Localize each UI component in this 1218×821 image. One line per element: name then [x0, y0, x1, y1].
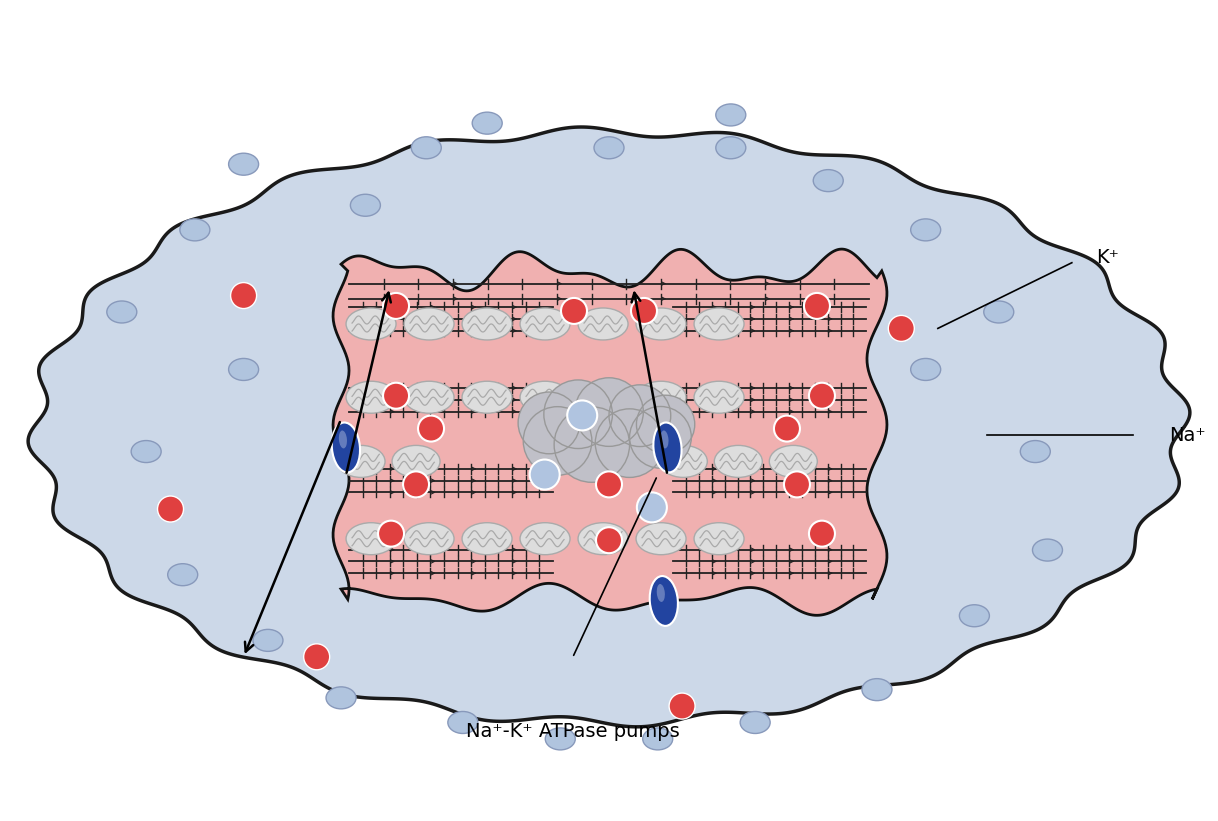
- Circle shape: [561, 298, 587, 324]
- Ellipse shape: [331, 423, 361, 472]
- Ellipse shape: [643, 728, 672, 750]
- Text: Na⁺-K⁺ ATPase pumps: Na⁺-K⁺ ATPase pumps: [465, 722, 680, 741]
- Circle shape: [518, 392, 580, 454]
- Circle shape: [809, 521, 836, 547]
- Ellipse shape: [1033, 539, 1062, 561]
- Ellipse shape: [180, 219, 209, 241]
- Circle shape: [157, 496, 184, 522]
- Circle shape: [378, 521, 404, 547]
- Ellipse shape: [229, 154, 258, 175]
- Ellipse shape: [404, 523, 454, 555]
- Circle shape: [784, 471, 810, 498]
- Ellipse shape: [741, 712, 770, 733]
- Ellipse shape: [716, 104, 745, 126]
- Circle shape: [631, 298, 657, 324]
- Ellipse shape: [520, 381, 570, 413]
- Ellipse shape: [960, 605, 989, 626]
- Ellipse shape: [649, 576, 678, 626]
- Ellipse shape: [660, 430, 669, 448]
- Ellipse shape: [326, 687, 356, 709]
- Ellipse shape: [462, 381, 512, 413]
- Ellipse shape: [657, 584, 665, 602]
- Circle shape: [524, 406, 592, 475]
- Ellipse shape: [911, 359, 940, 380]
- Circle shape: [230, 282, 257, 309]
- Ellipse shape: [714, 446, 762, 477]
- Ellipse shape: [984, 301, 1013, 323]
- Circle shape: [773, 415, 800, 442]
- Circle shape: [568, 401, 597, 430]
- Circle shape: [382, 293, 409, 319]
- Circle shape: [809, 383, 836, 409]
- Ellipse shape: [694, 308, 744, 340]
- Ellipse shape: [346, 308, 396, 340]
- Ellipse shape: [346, 523, 396, 555]
- Ellipse shape: [636, 381, 686, 413]
- Ellipse shape: [636, 523, 686, 555]
- Ellipse shape: [107, 301, 136, 323]
- Ellipse shape: [520, 308, 570, 340]
- Ellipse shape: [229, 359, 258, 380]
- Circle shape: [403, 471, 429, 498]
- Circle shape: [804, 293, 829, 319]
- Ellipse shape: [579, 523, 628, 555]
- Text: Na⁺: Na⁺: [1169, 425, 1206, 445]
- Text: K⁺: K⁺: [1096, 248, 1119, 267]
- Ellipse shape: [132, 441, 161, 462]
- Ellipse shape: [346, 381, 396, 413]
- Ellipse shape: [168, 564, 197, 585]
- Circle shape: [575, 378, 643, 447]
- Circle shape: [596, 527, 622, 553]
- Circle shape: [543, 380, 613, 448]
- Ellipse shape: [404, 308, 454, 340]
- Ellipse shape: [337, 446, 385, 477]
- Circle shape: [418, 415, 445, 442]
- Circle shape: [530, 460, 560, 489]
- Ellipse shape: [351, 195, 380, 216]
- Ellipse shape: [694, 523, 744, 555]
- Circle shape: [596, 409, 664, 478]
- Circle shape: [382, 383, 409, 409]
- Ellipse shape: [1021, 441, 1050, 462]
- Ellipse shape: [339, 430, 347, 448]
- Circle shape: [630, 406, 692, 468]
- Circle shape: [637, 395, 694, 453]
- Ellipse shape: [546, 728, 575, 750]
- Ellipse shape: [594, 137, 624, 158]
- Ellipse shape: [659, 446, 708, 477]
- Ellipse shape: [412, 137, 441, 158]
- Ellipse shape: [653, 423, 682, 472]
- Ellipse shape: [579, 381, 628, 413]
- Ellipse shape: [579, 308, 628, 340]
- Ellipse shape: [462, 308, 512, 340]
- Circle shape: [609, 385, 671, 447]
- Ellipse shape: [814, 170, 843, 191]
- Circle shape: [596, 471, 622, 498]
- Ellipse shape: [473, 112, 502, 134]
- Ellipse shape: [862, 679, 892, 700]
- Ellipse shape: [694, 381, 744, 413]
- Ellipse shape: [770, 446, 817, 477]
- Circle shape: [303, 644, 330, 670]
- Ellipse shape: [462, 523, 512, 555]
- Ellipse shape: [253, 630, 283, 651]
- Ellipse shape: [716, 137, 745, 158]
- Circle shape: [637, 493, 667, 522]
- Ellipse shape: [392, 446, 440, 477]
- Circle shape: [669, 693, 695, 719]
- Ellipse shape: [911, 219, 940, 241]
- Ellipse shape: [448, 712, 477, 733]
- Polygon shape: [333, 249, 887, 615]
- Ellipse shape: [404, 381, 454, 413]
- Polygon shape: [28, 127, 1190, 727]
- Ellipse shape: [636, 308, 686, 340]
- Circle shape: [554, 407, 630, 482]
- Ellipse shape: [520, 523, 570, 555]
- Circle shape: [888, 315, 915, 342]
